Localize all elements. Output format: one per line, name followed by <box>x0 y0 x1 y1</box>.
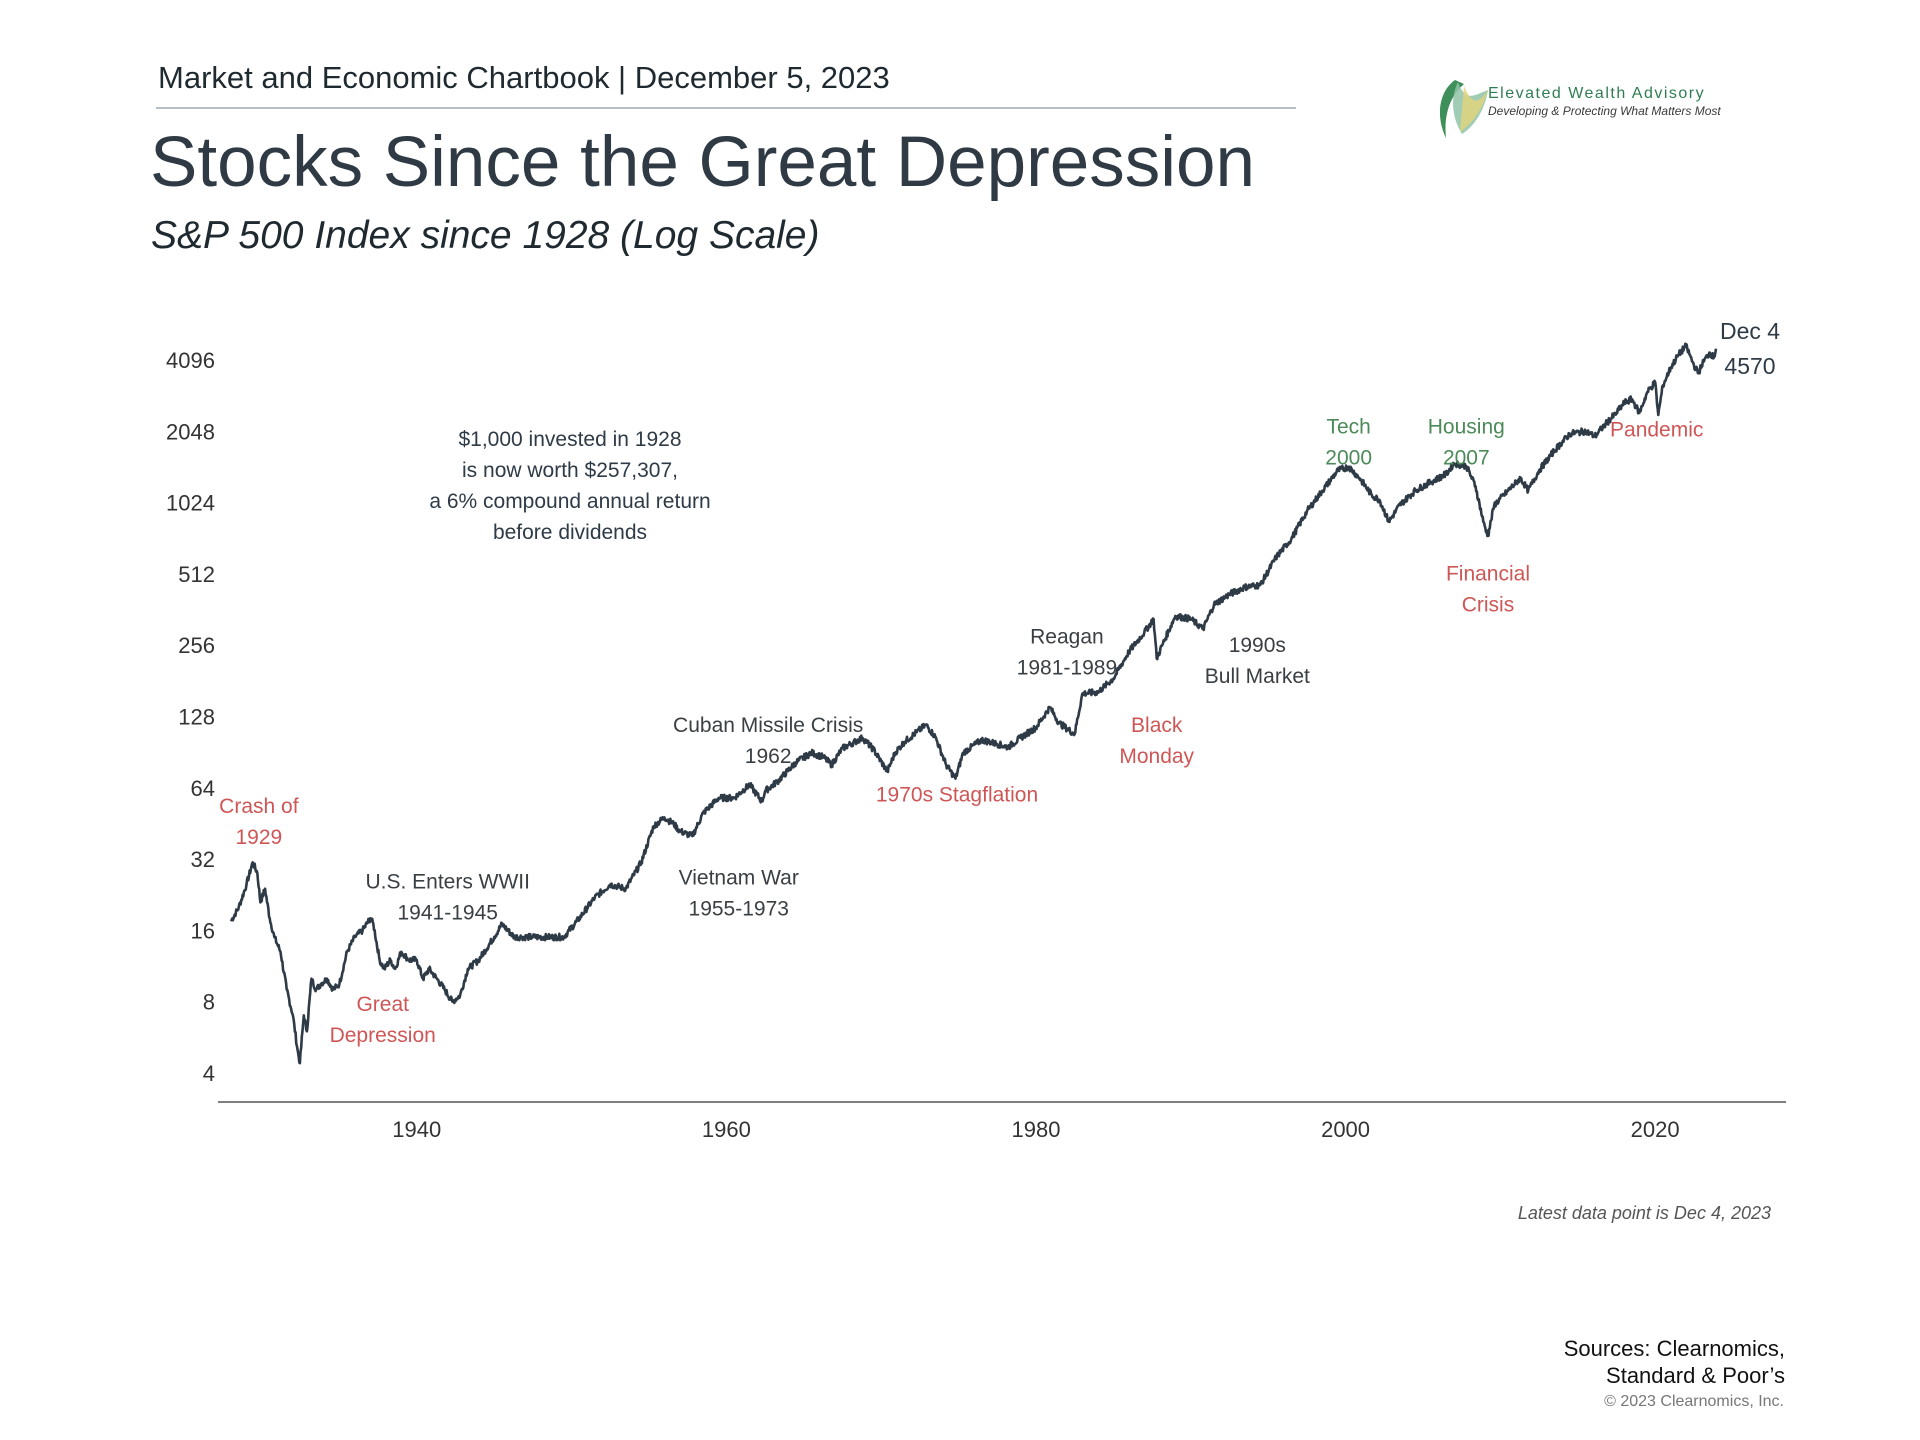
callout-line: is now worth $257,307, <box>462 459 678 482</box>
callout-line: $1,000 invested in 1928 <box>458 428 681 451</box>
y-tick-label: 4 <box>203 1061 215 1086</box>
y-tick-label: 1024 <box>166 491 215 516</box>
x-tick-label: 1940 <box>392 1117 441 1142</box>
y-tick-label: 256 <box>178 633 215 658</box>
y-tick-label: 64 <box>191 776 215 801</box>
callout-line: a 6% compound annual return <box>429 490 710 513</box>
x-tick-label: 1980 <box>1011 1117 1060 1142</box>
sp500-line <box>229 342 1718 1065</box>
y-tick-label: 4096 <box>166 348 215 373</box>
annotation-label: 2007 <box>1443 447 1490 470</box>
annotation-label: Pandemic <box>1610 418 1703 441</box>
sources: Sources: Clearnomics, Standard & Poor’s <box>1564 1335 1785 1389</box>
logo-tagline: Developing & Protecting What Matters Mos… <box>1488 104 1721 118</box>
annotation-label: Financial <box>1446 563 1530 586</box>
annotation-label: Depression <box>330 1024 436 1047</box>
annotation-label: Cuban Missile Crisis <box>673 714 863 737</box>
y-tick-label: 128 <box>178 705 215 730</box>
logo-name: Elevated Wealth Advisory <box>1488 85 1706 102</box>
annotation-label: 1981-1989 <box>1017 657 1117 680</box>
sources-line-2: Standard & Poor’s <box>1606 1363 1785 1388</box>
annotation-label: Vietnam War <box>679 866 799 889</box>
annotation-label: 1929 <box>236 826 283 849</box>
y-tick-label: 2048 <box>166 419 215 444</box>
header-divider <box>156 107 1296 109</box>
y-tick-label: 16 <box>191 918 215 943</box>
annotation-label: Great <box>356 993 409 1016</box>
page-subtitle: S&P 500 Index since 1928 (Log Scale) <box>151 214 820 257</box>
end-label-date: Dec 4 <box>1720 318 1780 344</box>
annotation-label: Housing <box>1428 416 1505 439</box>
sources-line-1: Sources: Clearnomics, <box>1563 1336 1785 1361</box>
y-tick-label: 512 <box>178 562 215 587</box>
data-note: Latest data point is Dec 4, 2023 <box>1518 1203 1771 1223</box>
annotation-label: 1941-1945 <box>398 902 498 925</box>
annotation-label: Reagan <box>1030 626 1104 649</box>
copyright: © 2023 Clearnomics, Inc. <box>1604 1393 1784 1410</box>
annotation-label: Tech <box>1326 416 1370 439</box>
annotation-label: Black <box>1131 714 1183 737</box>
annotation-label: 2000 <box>1325 447 1372 470</box>
annotation-label: 1990s <box>1229 634 1286 657</box>
y-tick-label: 8 <box>203 990 215 1015</box>
y-tick-label: 32 <box>191 847 215 872</box>
annotation-label: 1955-1973 <box>689 897 789 920</box>
annotation-label: U.S. Enters WWII <box>365 871 530 894</box>
x-tick-label: 2000 <box>1321 1117 1370 1142</box>
x-tick-label: 1960 <box>702 1117 751 1142</box>
annotation-label: Crash of <box>219 795 299 818</box>
annotation-label: Crisis <box>1462 594 1515 617</box>
callout-line: before dividends <box>493 521 647 544</box>
annotation-label: 1962 <box>745 745 792 768</box>
end-label-value: 4570 <box>1724 353 1775 379</box>
logo-icon <box>1439 80 1488 138</box>
annotation-label: Monday <box>1119 745 1194 768</box>
page-title: Stocks Since the Great Depression <box>150 123 1255 202</box>
chartbook-header: Market and Economic Chartbook | December… <box>158 60 890 95</box>
annotation-label: 1970s Stagflation <box>876 784 1038 807</box>
x-tick-label: 2020 <box>1631 1117 1680 1142</box>
annotation-label: Bull Market <box>1205 665 1310 688</box>
